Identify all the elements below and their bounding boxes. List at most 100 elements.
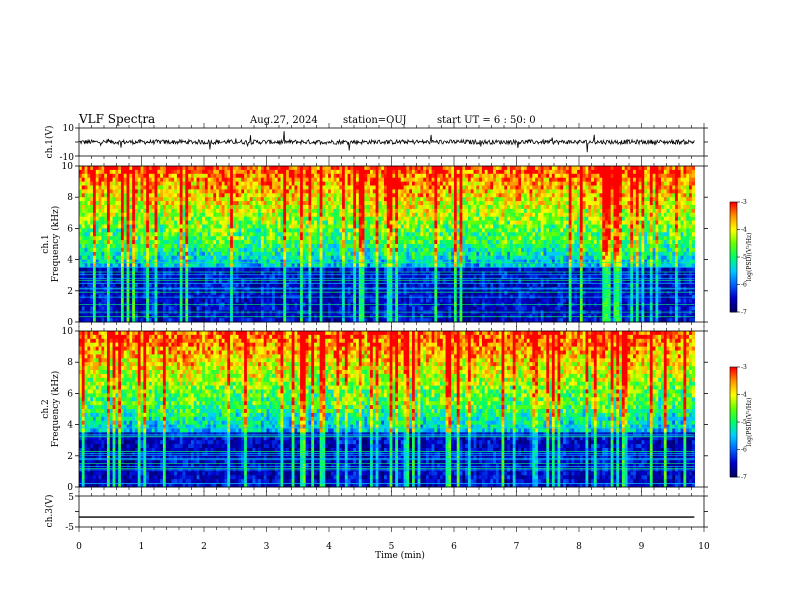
- spectrogram-cell: [395, 259, 399, 264]
- spectrogram-cell: [185, 185, 189, 190]
- spectrogram-cell: [417, 244, 421, 249]
- spectrogram-cell: [375, 177, 379, 182]
- spectrogram-cell: [98, 240, 102, 245]
- spectrogram-cell: [101, 205, 105, 210]
- spectrogram-cell: [291, 169, 295, 175]
- spectrogram-cell: [179, 220, 183, 225]
- spectrogram-cell: [319, 275, 323, 280]
- spectrogram-cell: [398, 185, 402, 190]
- spectrogram-cell: [260, 228, 265, 233]
- spectrogram-cell: [165, 271, 169, 276]
- spectrogram-cell: [291, 306, 295, 311]
- spectrogram-cell: [210, 275, 214, 280]
- spectrogram-cell: [196, 189, 200, 194]
- spectrogram-cell: [143, 177, 147, 182]
- spectrogram-cell: [120, 193, 125, 198]
- spectrogram-cell: [106, 263, 111, 268]
- spectrogram-cell: [378, 283, 382, 288]
- spectrogram-cell: [204, 298, 209, 303]
- spectrogram-cell: [350, 259, 354, 264]
- spectrogram-cell: [283, 244, 287, 249]
- spectrogram-cell: [274, 244, 279, 249]
- spectrogram-cell: [255, 205, 259, 210]
- spectrogram-cell: [266, 263, 270, 268]
- spectrogram-cell: [381, 189, 385, 194]
- spectrogram-cell: [372, 166, 377, 171]
- spectrogram-cell: [202, 283, 206, 288]
- spectrogram-cell: [286, 279, 290, 284]
- spectrogram-cell: [249, 247, 253, 253]
- spectrogram-cell: [188, 259, 192, 264]
- start-ut-label: start UT = 6 : 50: 0: [437, 115, 536, 126]
- spectrogram-cell: [118, 255, 122, 260]
- spectrogram-cell: [227, 185, 231, 190]
- spectrogram-cell: [202, 189, 206, 194]
- spectrogram-cell: [174, 275, 178, 280]
- spectrogram-cell: [272, 185, 276, 190]
- spectrogram-cell: [202, 247, 206, 253]
- spectrogram-cell: [347, 208, 351, 214]
- spectrogram-cell: [344, 169, 349, 175]
- spectrogram-cell: [344, 205, 349, 210]
- spectrogram-cell: [358, 216, 363, 221]
- spectrogram-cell: [137, 267, 141, 272]
- spectrogram-cell: [356, 283, 360, 288]
- spectrogram-cell: [252, 189, 256, 194]
- spectrogram-cell: [221, 267, 225, 272]
- spectrogram-cell: [283, 228, 287, 233]
- spectrogram-cell: [395, 263, 399, 268]
- spectrogram-cell: [146, 220, 150, 225]
- spectrogram-cell: [322, 283, 326, 288]
- spectrogram-cell: [386, 267, 391, 272]
- spectrogram-cell: [230, 228, 234, 233]
- spectrogram-cell: [417, 169, 421, 175]
- spectrogram-cell: [182, 232, 186, 237]
- spectrogram-cell: [286, 275, 290, 280]
- spectrogram-cell: [140, 244, 144, 249]
- spectrogram-cell: [386, 290, 391, 296]
- spectrogram-cell: [182, 259, 186, 264]
- spectrogram-cell: [168, 166, 172, 171]
- spectrogram-cell: [112, 181, 116, 186]
- spectrogram-cell: [120, 279, 125, 284]
- spectrogram-cell: [263, 271, 267, 276]
- spectrogram-cell: [386, 259, 391, 264]
- spectrogram-cell: [129, 169, 133, 175]
- spectrogram-cell: [176, 232, 181, 237]
- spectrogram-cell: [213, 259, 217, 264]
- spectrogram-cell: [204, 224, 209, 229]
- spectrogram-cell: [230, 318, 234, 323]
- spectrogram-cell: [280, 208, 284, 214]
- spectrogram-cell: [333, 197, 337, 202]
- spectrogram-cell: [235, 259, 239, 264]
- spectrogram-cell: [140, 177, 144, 182]
- spectrogram-cell: [129, 279, 133, 284]
- spectrogram-cell: [92, 306, 97, 311]
- spectrogram-cell: [280, 306, 284, 311]
- spectrogram-cell: [87, 263, 91, 268]
- spectrogram-cell: [157, 208, 161, 214]
- spectrogram-cell: [207, 271, 211, 276]
- spectrogram-cell: [406, 224, 410, 229]
- spectrogram-cell: [333, 318, 337, 323]
- spectrogram-cell: [288, 318, 293, 323]
- spectrogram-cell: [193, 185, 197, 190]
- spectrogram-cell: [182, 267, 186, 272]
- spectrogram-cell: [90, 220, 94, 225]
- spectrogram-cell: [151, 216, 155, 221]
- spectrogram-cell: [423, 298, 427, 303]
- spectrogram-cell: [269, 208, 273, 214]
- spectrogram-cell: [140, 275, 144, 280]
- spectrogram-cell: [325, 189, 329, 194]
- spectrogram-cell: [333, 255, 337, 260]
- spectrogram-cell: [193, 298, 197, 303]
- spectrogram-cell: [353, 212, 357, 218]
- spectrogram-cell: [79, 181, 83, 186]
- spectrogram-cell: [274, 193, 279, 198]
- spectrogram-cell: [277, 185, 281, 190]
- spectrogram-cell: [255, 318, 259, 323]
- spectrogram-cell: [274, 283, 279, 288]
- spectrogram-cell: [246, 220, 251, 225]
- spectrogram-cell: [423, 279, 427, 284]
- spectrogram-cell: [188, 244, 192, 249]
